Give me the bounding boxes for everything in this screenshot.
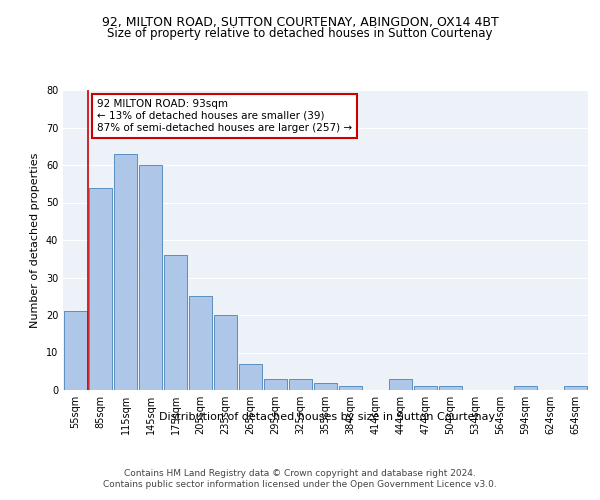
Text: Contains HM Land Registry data © Crown copyright and database right 2024.: Contains HM Land Registry data © Crown c…	[124, 469, 476, 478]
Text: Size of property relative to detached houses in Sutton Courtenay: Size of property relative to detached ho…	[107, 28, 493, 40]
Bar	[564, 386, 587, 390]
Bar	[214, 315, 237, 390]
Bar	[264, 379, 287, 390]
Y-axis label: Number of detached properties: Number of detached properties	[30, 152, 40, 328]
Bar	[239, 364, 262, 390]
Bar	[114, 154, 137, 390]
Bar	[189, 296, 212, 390]
Text: 92, MILTON ROAD, SUTTON COURTENAY, ABINGDON, OX14 4BT: 92, MILTON ROAD, SUTTON COURTENAY, ABING…	[101, 16, 499, 29]
Text: 92 MILTON ROAD: 93sqm
← 13% of detached houses are smaller (39)
87% of semi-deta: 92 MILTON ROAD: 93sqm ← 13% of detached …	[97, 100, 352, 132]
Bar	[314, 382, 337, 390]
Bar	[64, 311, 87, 390]
Text: Contains public sector information licensed under the Open Government Licence v3: Contains public sector information licen…	[103, 480, 497, 489]
Bar	[139, 165, 162, 390]
Bar	[389, 379, 412, 390]
Bar	[164, 255, 187, 390]
Text: Distribution of detached houses by size in Sutton Courtenay: Distribution of detached houses by size …	[159, 412, 495, 422]
Bar	[89, 188, 112, 390]
Bar	[439, 386, 462, 390]
Bar	[289, 379, 312, 390]
Bar	[339, 386, 362, 390]
Bar	[514, 386, 537, 390]
Bar	[414, 386, 437, 390]
